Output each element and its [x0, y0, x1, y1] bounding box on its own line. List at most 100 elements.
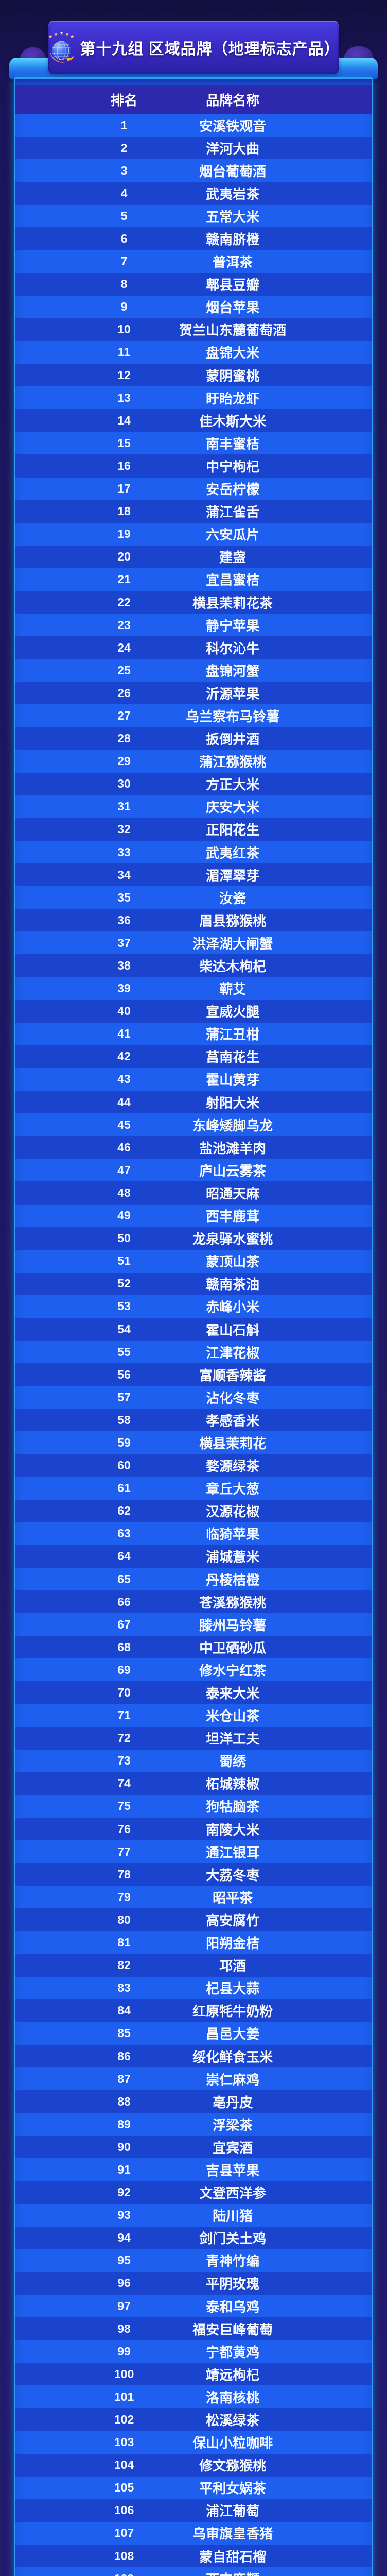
brand-name-cell: 乌兰察布马铃薯: [186, 708, 280, 724]
brand-name-cell: 昭通天麻: [206, 1185, 260, 1201]
rank-cell: 66: [117, 1595, 131, 1608]
brand-name-cell: 孝感香米: [206, 1413, 260, 1429]
rank-cell: 2: [120, 141, 128, 155]
brand-name-cell: 松溪绿茶: [206, 2413, 260, 2429]
rank-cell: 48: [117, 1185, 131, 1199]
brand-name-cell: 米仓山茶: [206, 1708, 260, 1724]
rank-cell: 46: [117, 1140, 131, 1154]
rank-cell: 109: [15, 2567, 233, 2576]
rank-cell: 57: [117, 1390, 131, 1404]
rank-cell: 29: [117, 754, 131, 768]
rank-cell: 19: [117, 527, 131, 541]
column-header-rank: 排名: [111, 92, 138, 108]
rank-cell: 62: [117, 1504, 131, 1518]
table-row: 58 孝感香米: [15, 1409, 372, 1432]
table-row: 26 沂源苹果: [15, 682, 372, 705]
rank-cell: 7: [120, 255, 128, 268]
brand-name-cell: 南丰蜜桔: [206, 436, 260, 452]
brand-name-cell: 坦洋工夫: [206, 1731, 260, 1747]
brand-name-cell: 蜀绣: [219, 1754, 247, 1770]
table-row: 101 洛南核桃: [15, 2385, 372, 2408]
table-row: 42 莒南花生: [15, 1045, 372, 1068]
rank-cell: 13: [117, 391, 131, 404]
brand-name-cell: 龙泉驿水蜜桃: [192, 1231, 273, 1247]
table-row: 36 眉县猕猴桃: [15, 909, 372, 932]
table-row: 83 杞县大蒜: [15, 1977, 372, 1999]
rank-cell: 42: [117, 1049, 131, 1063]
rank-cell: 94: [117, 2231, 131, 2245]
table-row: 89 浮梁茶: [15, 2113, 372, 2136]
brand-name-cell: 贺兰山东麓葡萄酒: [179, 323, 287, 338]
table-row: 27 乌兰察布马铃薯: [15, 704, 372, 727]
brand-name-cell: 柴达木枸杞: [199, 959, 267, 975]
table-row: 72 坦洋工夫: [15, 1726, 372, 1750]
brand-name-cell: 宜昌蜜桔: [206, 572, 260, 588]
table-row: 31 庆安大米: [15, 795, 372, 818]
rank-cell: 8: [120, 277, 128, 291]
brand-name-cell: 杞县大蒜: [206, 1981, 260, 1997]
rank-cell: 73: [117, 1754, 131, 1768]
table-row: 70 泰来大米: [15, 1681, 372, 1704]
rank-cell: 56: [117, 1367, 131, 1381]
brand-name-cell: 平利女娲茶: [199, 2481, 267, 2497]
rank-cell: 106: [114, 2503, 134, 2517]
rank-cell: 90: [117, 2140, 131, 2154]
brand-name-cell: 建盏: [219, 550, 247, 566]
rank-cell: 107: [114, 2526, 134, 2540]
brand-name-cell: 保山小粒咖啡: [192, 2435, 273, 2451]
brand-name-cell: 莒南花生: [206, 1049, 260, 1065]
brand-name-cell: 横县茉莉花: [199, 1435, 267, 1451]
brand-name-cell: 横县茉莉花茶: [192, 595, 273, 611]
rank-cell: 40: [117, 1004, 131, 1018]
brand-name-cell: 红原牦牛奶粉: [192, 2004, 273, 2020]
table-row: 32 正阳花生: [15, 818, 372, 841]
rank-cell: 21: [117, 572, 131, 586]
table-row: 97 泰和乌鸡: [15, 2295, 372, 2317]
table-row: 33 武夷红茶: [15, 841, 372, 863]
brand-name-cell: 崇仁麻鸡: [206, 2072, 260, 2088]
brand-name-cell: 眉县猕猴桃: [199, 913, 267, 929]
rank-cell: 50: [117, 1231, 131, 1245]
table-row: 22 横县茉莉花茶: [15, 590, 372, 614]
table-row: 23 静宁苹果: [15, 614, 372, 636]
brand-name-cell: 正阳花生: [206, 822, 260, 838]
table-row: 87 崇仁麻鸡: [15, 2067, 372, 2090]
brand-name-cell: 平阴玫瑰: [206, 2276, 260, 2292]
table-row: 24 科尔沁牛: [15, 636, 372, 659]
rank-cell: 85: [117, 2026, 131, 2040]
brand-name-cell: 浦城薏米: [206, 1549, 260, 1565]
rank-cell: 28: [117, 732, 131, 745]
table-row: 100 靖远枸杞: [15, 2363, 372, 2386]
brand-name-cell: 烟台苹果: [206, 300, 260, 316]
brand-name-cell: 沂源苹果: [206, 686, 260, 702]
table-row: 93 陆川猪: [15, 2204, 372, 2227]
brand-name-cell: 郫县豆瓣: [206, 277, 260, 293]
table-row: 84 红原牦牛奶粉: [15, 1999, 372, 2022]
table-row: 11 盘锦大米: [15, 341, 372, 364]
table-row: 41 蒲江丑柑: [15, 1023, 372, 1045]
brand-name-cell: 狗牯脑茶: [206, 1799, 260, 1815]
rank-cell: 22: [117, 595, 131, 609]
brand-name-cell: 五常大米: [206, 209, 260, 225]
brand-name-cell: 盱眙龙虾: [206, 391, 260, 406]
rank-cell: 59: [117, 1435, 131, 1449]
rank-cell: 39: [117, 981, 131, 995]
table-row: 76 南陵大米: [15, 1818, 372, 1841]
table-row: 40 宣威火腿: [15, 999, 372, 1023]
brand-name-cell: 洋河大曲: [206, 141, 260, 157]
brand-name-cell: 高安腐竹: [206, 1912, 260, 1928]
svg-text:★: ★: [70, 34, 74, 39]
brand-name-cell: 科尔沁牛: [206, 640, 260, 656]
rank-cell: 36: [117, 913, 131, 927]
rank-cell: 34: [117, 868, 131, 882]
brand-name-cell: 丹棱桔橙: [206, 1572, 260, 1588]
table-row: 25 盘锦河蟹: [15, 659, 372, 682]
rank-cell: 71: [117, 1708, 131, 1722]
brand-name-cell: 临猗苹果: [206, 1527, 260, 1543]
rank-cell: 104: [114, 2458, 134, 2472]
rank-cell: 11: [117, 345, 131, 359]
rank-cell: 99: [117, 2344, 131, 2358]
brand-name-cell: 宜宾酒: [213, 2140, 253, 2156]
brand-name-cell: 佳木斯大米: [199, 413, 267, 429]
rank-cell: 84: [117, 2004, 131, 2018]
